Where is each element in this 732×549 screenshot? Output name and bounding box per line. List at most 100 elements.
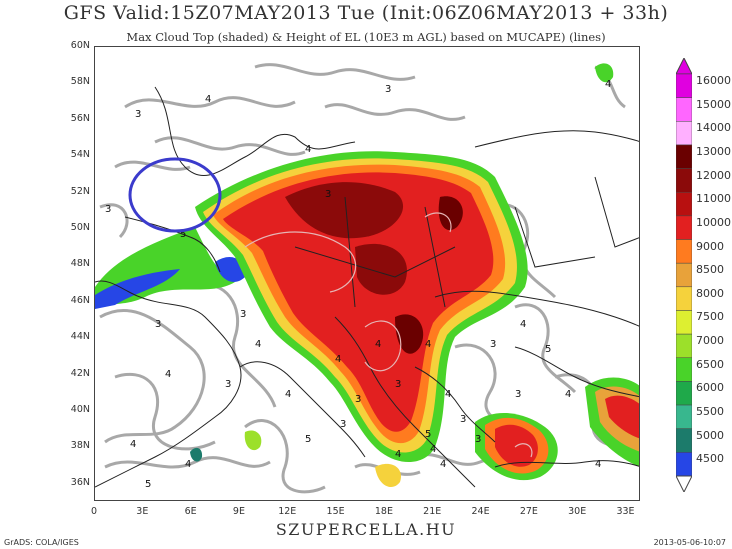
lon-label-12e: 12E [278,506,297,517]
contour-label: 4 [255,339,261,350]
contour-label: 4 [185,459,191,470]
colorbar-swatch-5000 [675,428,693,453]
contour-label: 5 [180,229,186,240]
lat-label-60n: 60N [70,40,90,51]
colorbar-label-8000: 8000 [696,286,724,300]
contour-label: 3 [155,319,161,330]
colorbar-swatch-7500 [675,310,693,335]
contour-label: 4 [305,144,311,155]
lat-label-40n: 40N [70,404,90,415]
contour-label: 3 [515,389,521,400]
contour-label: 4 [520,319,526,330]
lat-label-44n: 44N [70,331,90,343]
contour-label: 5 [305,434,311,445]
lat-label-54n: 54N [70,149,90,161]
contour-label: 4 [395,449,401,460]
contour-label: 4 [425,339,431,350]
lat-label-36n: 36N [70,476,90,488]
colorbar-label-9000: 9000 [696,239,724,253]
colorbar-scale [675,56,693,494]
contour-label: 3 [105,204,111,215]
colorbar-swatch-16000 [675,73,693,98]
colorbar-swatch-8000 [675,286,693,311]
colorbar-label-5000: 5000 [696,428,724,442]
contour-label: 4 [445,389,451,400]
contour-label: 4 [205,94,211,105]
contour-label: 3 [325,189,331,200]
software-credit: GrADS: COLA/IGES [4,538,79,547]
colorbar-swatch-4500 [675,452,693,477]
contour-label: 4 [375,339,381,350]
contour-label: 4 [335,354,341,365]
colorbar-label-5500: 5500 [696,405,724,419]
contour-label: 3 [355,394,361,405]
map-title: GFS Valid:15Z07MAY2013 Tue (Init:06Z06MA… [63,2,669,24]
lon-label-9e: 9E [232,506,245,517]
contour-label: 4 [285,389,291,400]
lon-label-0: 0 [90,506,98,517]
colorbar-bottom-arrow [675,475,693,494]
colorbar-swatch-12000 [675,168,693,193]
colorbar-label-8500: 8500 [696,263,724,277]
lon-label-24e: 24E [471,506,490,517]
contour-label: 3 [490,339,496,350]
contour-label: 3 [135,109,141,120]
lon-label-33e: 33E [616,506,635,517]
colorbar-label-11000: 11000 [696,192,731,206]
colorbar-label-10000: 10000 [696,215,731,229]
lon-label-21e: 21E [423,506,442,517]
colorbar-swatch-13000 [675,144,693,169]
annotation-ring [128,157,222,233]
contour-label: 4 [595,459,601,470]
contour-label: 4 [565,389,571,400]
coastlines [95,86,639,488]
colorbar-label-6000: 6000 [696,381,724,395]
contour-label: 4 [430,444,436,455]
shaded-contours [244,212,533,458]
lat-label-50n: 50N [70,222,90,233]
colorbar-top-arrow [675,56,693,75]
colorbar-label-14000: 14000 [696,121,731,135]
lon-label-30e: 30E [568,506,587,517]
colorbar-swatch-15000 [675,97,693,122]
colorbar-label-13000: 13000 [696,144,731,158]
contour-label: 3 [385,84,391,95]
colorbar-swatch-10000 [675,215,693,240]
colorbar-swatch-8500 [675,262,693,288]
lat-label-52n: 52N [70,185,90,197]
colorbar-label-6500: 6500 [696,357,724,371]
contour-label: 4 [165,369,171,380]
colorbar-label-16000: 16000 [696,74,731,87]
lat-label-56n: 56N [70,112,90,124]
lat-label-58n: 58N [70,76,90,88]
colorbar-swatch-6000 [675,381,693,406]
contour-label: 5 [545,344,551,355]
contour-label: 4 [440,459,446,470]
lat-label-46n: 46N [70,294,90,306]
contour-label: 3 [240,309,246,320]
site-brand: SZUPERCELLA.HU [275,520,457,539]
lat-label-42n: 42N [70,367,90,379]
contour-label: 3 [395,379,401,390]
lon-label-18e: 18E [374,506,393,517]
contour-label: 3 [460,414,466,425]
lat-label-38n: 38N [70,440,90,452]
lat-label-48n: 48N [70,258,90,270]
lon-label-3e: 3E [136,506,149,517]
colorbar-swatch-5500 [675,404,693,429]
colorbar-swatch-9000 [675,239,693,264]
colorbar-swatch-11000 [675,191,693,217]
contour-label: 4 [130,439,136,450]
contour-label: 3 [340,419,346,430]
contour-label: 3 [475,434,481,445]
colorbar-swatch-14000 [675,121,693,146]
contour-label: 3 [225,379,231,390]
cloud-top-shading [95,63,639,487]
colorbar-label-12000: 12000 [696,168,731,182]
colorbar-swatch-7000 [675,333,693,359]
colorbar-label-7500: 7500 [696,310,724,324]
colorbar-label-15000: 15000 [696,97,731,111]
